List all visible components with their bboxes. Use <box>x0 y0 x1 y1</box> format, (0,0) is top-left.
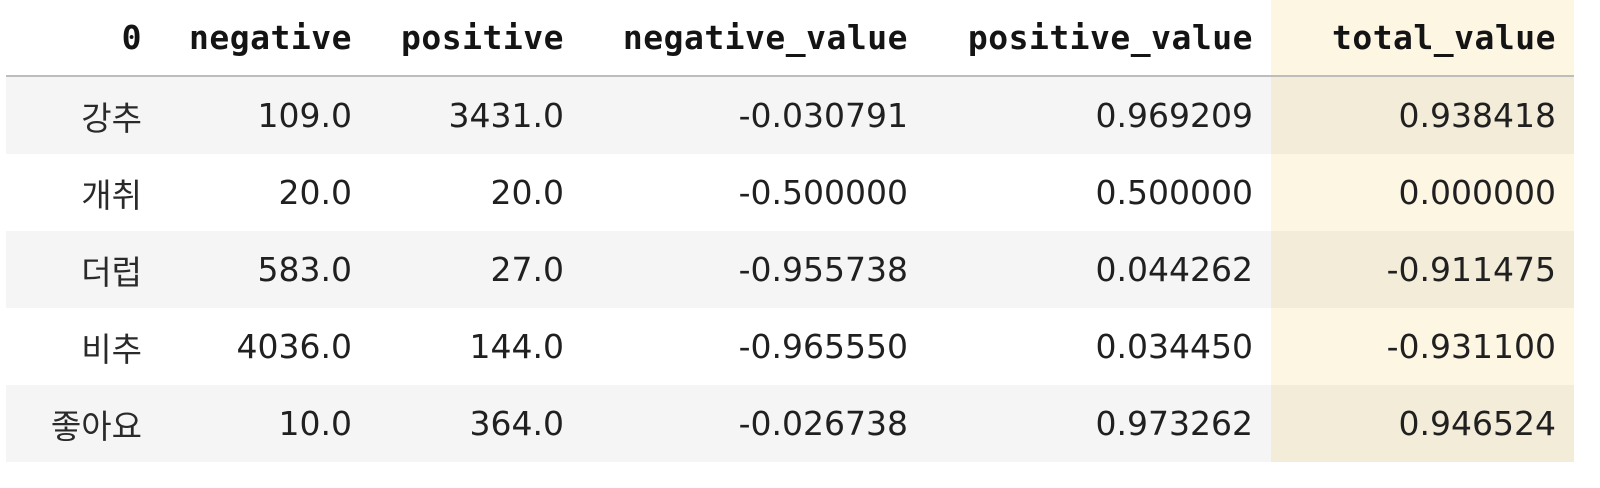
cell-positive-value: 0.500000 <box>926 154 1271 231</box>
column-header-index: 0 <box>6 0 160 77</box>
cell-negative-value: -0.955738 <box>582 231 926 308</box>
column-header-positive-value: positive_value <box>926 0 1271 77</box>
cell-positive: 144.0 <box>370 308 582 385</box>
cell-positive-value: 0.034450 <box>926 308 1271 385</box>
cell-total-value: 0.000000 <box>1271 154 1574 231</box>
row-index-label: 더럽 <box>6 231 160 308</box>
cell-negative-value: -0.965550 <box>582 308 926 385</box>
cell-total-value: 0.946524 <box>1271 385 1574 462</box>
cell-positive: 3431.0 <box>370 76 582 154</box>
cell-total-value: 0.938418 <box>1271 76 1574 154</box>
table-row: 개취 20.0 20.0 -0.500000 0.500000 0.000000 <box>6 154 1574 231</box>
row-index-label: 개취 <box>6 154 160 231</box>
column-header-negative-value: negative_value <box>582 0 926 77</box>
table-row: 더럽 583.0 27.0 -0.955738 0.044262 -0.9114… <box>6 231 1574 308</box>
cell-total-value: -0.931100 <box>1271 308 1574 385</box>
row-index-label: 비추 <box>6 308 160 385</box>
table-row: 강추 109.0 3431.0 -0.030791 0.969209 0.938… <box>6 76 1574 154</box>
cell-negative: 10.0 <box>160 385 370 462</box>
dataframe-table: 0 negative positive negative_value posit… <box>6 0 1574 462</box>
table-row: 좋아요 10.0 364.0 -0.026738 0.973262 0.9465… <box>6 385 1574 462</box>
cell-negative-value: -0.500000 <box>582 154 926 231</box>
cell-negative-value: -0.030791 <box>582 76 926 154</box>
cell-negative-value: -0.026738 <box>582 385 926 462</box>
cell-negative: 583.0 <box>160 231 370 308</box>
header-row: 0 negative positive negative_value posit… <box>6 0 1574 77</box>
column-header-positive: positive <box>370 0 582 77</box>
table-row: 비추 4036.0 144.0 -0.965550 0.034450 -0.93… <box>6 308 1574 385</box>
row-index-label: 강추 <box>6 76 160 154</box>
cell-negative: 109.0 <box>160 76 370 154</box>
column-header-negative: negative <box>160 0 370 77</box>
cell-total-value: -0.911475 <box>1271 231 1574 308</box>
cell-negative: 20.0 <box>160 154 370 231</box>
cell-positive-value: 0.969209 <box>926 76 1271 154</box>
cell-positive: 364.0 <box>370 385 582 462</box>
column-header-total-value: total_value <box>1271 0 1574 77</box>
cell-positive-value: 0.044262 <box>926 231 1271 308</box>
cell-positive-value: 0.973262 <box>926 385 1271 462</box>
row-index-label: 좋아요 <box>6 385 160 462</box>
cell-positive: 27.0 <box>370 231 582 308</box>
cell-positive: 20.0 <box>370 154 582 231</box>
cell-negative: 4036.0 <box>160 308 370 385</box>
